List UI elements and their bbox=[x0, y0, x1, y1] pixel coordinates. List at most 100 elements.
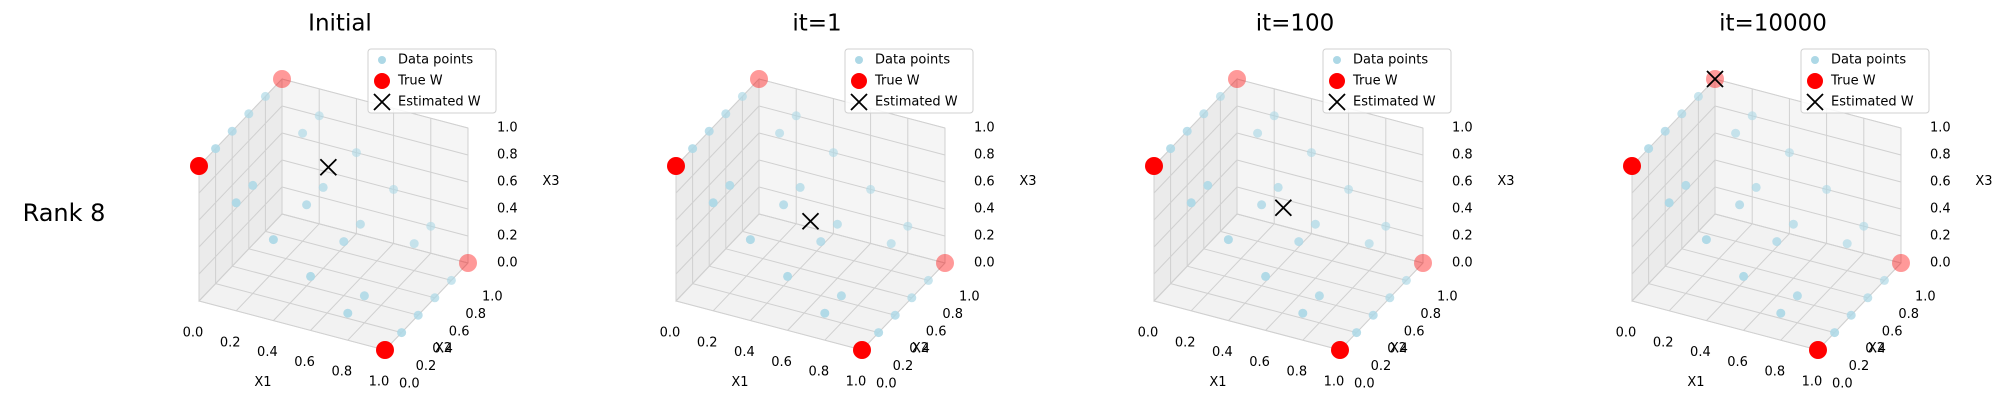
data-point bbox=[268, 235, 278, 245]
legend-label: True W bbox=[397, 74, 443, 89]
x-tick-label: 1.0 bbox=[1324, 375, 1345, 390]
data-point bbox=[890, 310, 900, 320]
x-tick-label: 0.8 bbox=[808, 365, 829, 380]
subplot: 0.0 0.2 0.4 0.6 0.8 1.0 0.0 0.2 0.4 0.6 0.8 1.0 0.0 0… bbox=[660, 11, 1037, 392]
data-point bbox=[820, 308, 830, 318]
y-tick-label: 0.0 bbox=[876, 377, 897, 392]
y-tick-label: 0.2 bbox=[1371, 359, 1392, 374]
data-point bbox=[1776, 308, 1786, 318]
data-point bbox=[1863, 293, 1873, 303]
estimated-w-marker bbox=[319, 158, 337, 176]
grid-line bbox=[1153, 186, 1238, 275]
data-point bbox=[1664, 198, 1674, 208]
legend-marker bbox=[1333, 56, 1341, 64]
grid-line bbox=[1220, 230, 1407, 281]
data-point bbox=[244, 109, 254, 119]
z-tick-label: 0.2 bbox=[1930, 229, 1951, 244]
x-tick-label: 1.0 bbox=[369, 375, 390, 390]
data-point bbox=[1314, 291, 1324, 301]
grid-line bbox=[1714, 132, 1902, 183]
legend-marker bbox=[855, 56, 863, 64]
grid-line bbox=[1153, 213, 1238, 302]
row-label: Rank 8 bbox=[23, 199, 106, 227]
grid-line bbox=[235, 223, 320, 312]
data-point bbox=[1772, 237, 1782, 247]
data-point bbox=[1701, 235, 1711, 245]
x-axis-label: X1 bbox=[1687, 375, 1704, 390]
grid-line bbox=[1714, 159, 1902, 210]
z-tick-label: 0.6 bbox=[974, 175, 995, 190]
legend-marker bbox=[851, 73, 867, 89]
grid-line bbox=[712, 223, 797, 312]
data-point bbox=[1792, 291, 1802, 301]
grid-line bbox=[1187, 265, 1374, 316]
data-point bbox=[1364, 239, 1374, 249]
legend-marker bbox=[1811, 56, 1819, 64]
z-tick-label: 0.6 bbox=[497, 175, 518, 190]
grid-line bbox=[281, 132, 469, 183]
grid-line bbox=[198, 300, 386, 351]
grid-line bbox=[787, 243, 871, 331]
z-tick-label: 1.0 bbox=[1452, 121, 1473, 136]
grid-line bbox=[1236, 105, 1424, 156]
legend-label: Data points bbox=[875, 53, 950, 68]
y-tick-label: 0.2 bbox=[416, 359, 437, 374]
data-point bbox=[866, 184, 876, 194]
grid-line bbox=[824, 252, 909, 341]
grid-line bbox=[758, 213, 946, 264]
grid-line bbox=[1681, 248, 1868, 299]
legend-marker bbox=[1329, 73, 1345, 89]
estimated-w-marker bbox=[1274, 199, 1292, 217]
true-w-point bbox=[190, 157, 208, 175]
z-tick-label: 0.8 bbox=[974, 148, 995, 163]
data-point bbox=[1751, 182, 1761, 192]
data-point bbox=[1660, 126, 1670, 136]
data-point bbox=[1294, 237, 1304, 247]
x-tick-label: 0.4 bbox=[734, 345, 755, 360]
data-point bbox=[1731, 128, 1741, 138]
y-axis-label: X2 bbox=[912, 341, 929, 356]
true-w-point bbox=[936, 254, 954, 272]
data-point bbox=[351, 148, 361, 158]
true-w-point bbox=[667, 157, 685, 175]
grid-line bbox=[1236, 132, 1424, 183]
estimated-w-marker bbox=[801, 212, 820, 230]
z-tick-label: 0.0 bbox=[1930, 256, 1951, 271]
data-point bbox=[1306, 148, 1316, 158]
x-tick-label: 0.2 bbox=[697, 335, 718, 350]
data-point bbox=[775, 128, 785, 138]
z-tick-label: 0.2 bbox=[1452, 229, 1473, 244]
z-axis-label: X3 bbox=[1975, 174, 1992, 189]
z-axis-label: X3 bbox=[542, 174, 559, 189]
grid-line bbox=[1631, 300, 1819, 351]
data-point bbox=[1182, 126, 1192, 136]
legend-marker bbox=[1807, 73, 1823, 89]
data-point bbox=[836, 291, 846, 301]
true-w-point bbox=[273, 70, 291, 88]
grid-line bbox=[758, 132, 946, 183]
y-tick-label: 1.0 bbox=[1915, 290, 1936, 305]
data-point bbox=[1223, 235, 1233, 245]
subplot: 0.0 0.2 0.4 0.6 0.8 1.0 0.0 0.2 0.4 0.6 0.8 1.0 0.0 0… bbox=[1138, 11, 1515, 392]
legend-label: Estimated W bbox=[398, 95, 481, 110]
x-tick-label: 0.4 bbox=[1690, 345, 1711, 360]
legend-label: Data points bbox=[1831, 53, 1906, 68]
data-point bbox=[1381, 221, 1391, 231]
true-w-point bbox=[750, 70, 768, 88]
data-point bbox=[1739, 271, 1749, 281]
grid-line bbox=[1631, 186, 1716, 275]
data-point bbox=[227, 126, 237, 136]
y-tick-label: 0.6 bbox=[1404, 324, 1425, 339]
y-tick-label: 0.6 bbox=[449, 324, 470, 339]
legend-marker bbox=[374, 73, 390, 89]
data-point bbox=[314, 111, 324, 121]
grid-line bbox=[347, 252, 432, 341]
legend-label: True W bbox=[1352, 74, 1398, 89]
x-tick-label: 0.8 bbox=[1764, 365, 1785, 380]
legend-marker bbox=[850, 93, 868, 111]
data-point bbox=[1203, 180, 1213, 190]
data-point bbox=[359, 291, 369, 301]
legend-box bbox=[1322, 48, 1452, 114]
data-point bbox=[339, 237, 349, 247]
